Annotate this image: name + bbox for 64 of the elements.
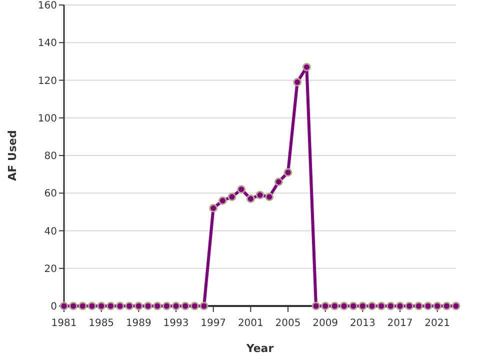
point bbox=[218, 196, 227, 205]
point bbox=[396, 302, 404, 310]
point bbox=[340, 302, 348, 310]
point bbox=[349, 302, 358, 310]
point bbox=[293, 78, 302, 86]
x-tick-label: 1993 bbox=[163, 318, 189, 329]
point bbox=[209, 204, 218, 212]
point bbox=[172, 302, 180, 310]
x-tick-label: 2005 bbox=[275, 318, 301, 329]
point bbox=[153, 302, 162, 310]
point bbox=[452, 302, 460, 310]
y-axis-title: AF Used bbox=[6, 130, 19, 181]
y-tick-label: 140 bbox=[38, 38, 57, 50]
point bbox=[321, 302, 330, 310]
point bbox=[116, 302, 124, 310]
x-tick-label: 1985 bbox=[88, 318, 114, 329]
point bbox=[237, 185, 246, 194]
point bbox=[433, 302, 442, 310]
point bbox=[162, 302, 171, 310]
point bbox=[190, 302, 199, 310]
point bbox=[442, 302, 451, 310]
point bbox=[414, 302, 423, 310]
point bbox=[274, 178, 283, 186]
y-tick-label: 20 bbox=[44, 264, 57, 275]
x-tick-label: 2001 bbox=[238, 318, 264, 329]
point bbox=[125, 302, 134, 310]
point bbox=[330, 302, 339, 310]
point bbox=[377, 302, 386, 310]
x-tick-label: 1981 bbox=[51, 318, 77, 329]
point bbox=[246, 194, 255, 204]
x-tick-label: 1997 bbox=[200, 318, 226, 329]
point bbox=[200, 302, 208, 310]
point bbox=[302, 62, 311, 72]
y-tick-label: 100 bbox=[38, 113, 57, 124]
point bbox=[386, 302, 395, 310]
point bbox=[78, 302, 87, 310]
point bbox=[106, 302, 115, 310]
point bbox=[424, 302, 432, 310]
point bbox=[368, 302, 376, 310]
y-tick-label: 160 bbox=[38, 0, 57, 12]
y-tick-label: 120 bbox=[38, 76, 57, 87]
point bbox=[144, 302, 152, 310]
x-tick-label: 2021 bbox=[424, 318, 450, 329]
x-tick-label: 2017 bbox=[387, 318, 413, 329]
x-tick-label: 1989 bbox=[126, 318, 152, 329]
point bbox=[181, 302, 190, 310]
point bbox=[69, 302, 78, 310]
y-tick-label: 40 bbox=[44, 226, 57, 238]
point bbox=[405, 302, 414, 310]
point bbox=[228, 192, 236, 202]
x-tick-label: 2009 bbox=[312, 318, 338, 329]
point bbox=[97, 302, 106, 310]
x-tick-label: 2013 bbox=[350, 318, 376, 329]
y-tick-label: 0 bbox=[50, 302, 57, 312]
y-tick-label: 80 bbox=[44, 151, 57, 162]
point bbox=[134, 302, 143, 310]
point bbox=[358, 302, 367, 310]
point bbox=[88, 302, 96, 310]
point bbox=[284, 168, 292, 177]
point bbox=[312, 302, 320, 310]
point bbox=[265, 192, 274, 202]
y-tick-label: 60 bbox=[44, 188, 57, 200]
x-axis-title: Year bbox=[245, 342, 274, 355]
point bbox=[256, 190, 264, 200]
